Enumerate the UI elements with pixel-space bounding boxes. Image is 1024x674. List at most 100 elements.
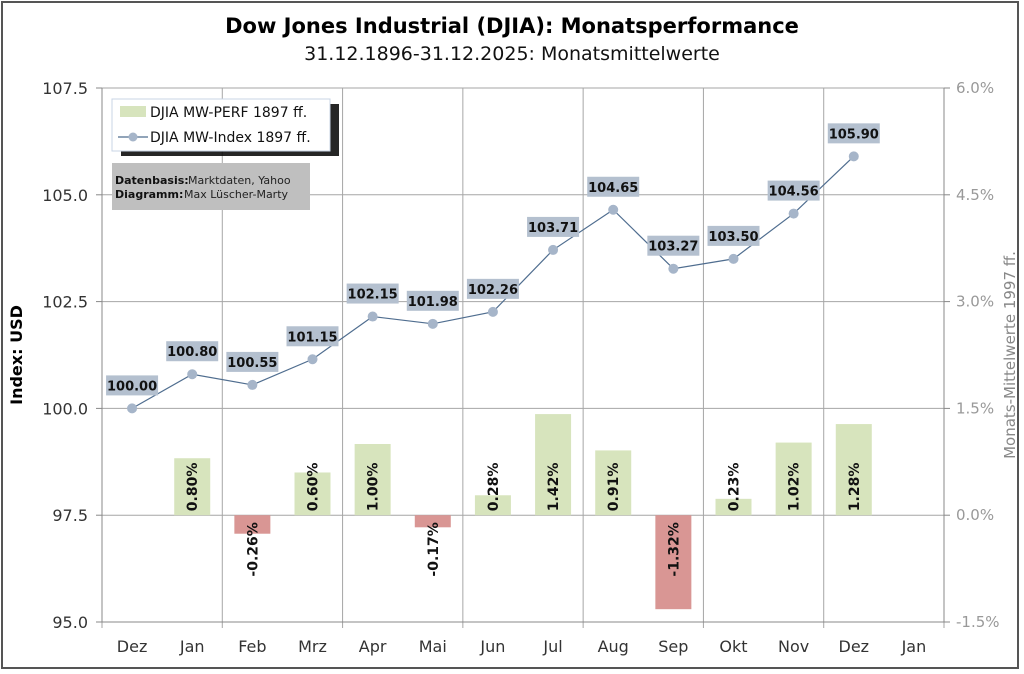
index-marker (367, 311, 378, 322)
bar-data-label: 0.28% (486, 463, 502, 512)
bar-data-label: 0.80% (185, 463, 201, 512)
x-tick-label: Mrz (298, 637, 327, 656)
index-marker (307, 354, 318, 365)
index-marker (668, 263, 679, 274)
index-data-label: 101.15 (287, 330, 337, 345)
index-marker (728, 253, 739, 264)
index-data-label: 105.90 (829, 127, 879, 142)
bar-data-label: 0.23% (727, 463, 743, 512)
bar (174, 458, 211, 516)
index-data-label: 104.65 (588, 181, 638, 196)
index-marker (848, 151, 859, 162)
y-tick-label-right: 4.5% (956, 186, 994, 204)
index-marker (427, 318, 438, 329)
x-tick-label: Nov (778, 637, 809, 656)
y-tick-label-right: -1.5% (956, 613, 1000, 631)
bar (595, 450, 632, 516)
legend-bar-swatch (120, 106, 146, 117)
index-data-label: 102.26 (468, 283, 518, 298)
index-label-bg (466, 278, 519, 299)
index-data-label: 104.56 (769, 185, 819, 200)
x-tick-label: Jun (479, 637, 505, 656)
bar-data-label: 0.60% (306, 463, 322, 512)
index-data-label: 100.55 (227, 356, 277, 371)
bar-data-label: 1.28% (847, 463, 863, 512)
legend: DJIA MW-PERF 1897 ff. DJIA MW-Index 1897… (111, 98, 339, 156)
bar (775, 442, 812, 516)
index-data-label: 102.15 (348, 288, 398, 303)
bar (474, 495, 511, 516)
chart-subtitle: 31.12.1896-31.12.2025: Monatsmittelwerte (304, 43, 720, 65)
source-box: Datenbasis: Marktdaten, Yahoo Diagramm: … (112, 163, 310, 210)
x-tick-label: Aug (598, 637, 629, 656)
index-label-bg (106, 375, 159, 396)
source-box-bg (112, 163, 310, 210)
index-label-bg (827, 123, 880, 144)
bar-data-label: -1.32% (666, 522, 682, 576)
y-axis-title-right: Monats-Mittelwerte 1997 ff. (1001, 251, 1019, 459)
bar (715, 498, 752, 516)
axes: 95.0 97.5 100.0 102.5 105.0 107.5 -1.5% 0.0% 1.5… (42, 79, 999, 656)
bar-data-label: 0.91% (606, 463, 622, 512)
bar (655, 515, 692, 610)
source-diagram-label: Diagramm: (115, 188, 183, 201)
y-tick-label-right: 3.0% (956, 293, 994, 311)
source-diagram-value: Max Lüscher-Marty (184, 188, 289, 201)
bar-data-label: 1.00% (366, 463, 382, 512)
index-label-bg (226, 351, 279, 372)
index-data-label: 100.80 (167, 345, 217, 360)
x-tick-label: Jul (542, 637, 562, 656)
x-tick-label: Mai (419, 637, 447, 656)
index-label-bg (707, 225, 760, 246)
bar-data-label: -0.17% (426, 522, 442, 576)
index-data-label: 103.50 (708, 230, 758, 245)
y-tick-label-left: 107.5 (42, 79, 88, 98)
bar-data-label: 1.02% (787, 463, 803, 512)
bar-data-label: -0.26% (245, 522, 261, 576)
x-tick-label: Feb (238, 637, 266, 656)
index-data-label: 103.27 (648, 240, 698, 255)
bar (294, 472, 331, 516)
chart-title: Dow Jones Industrial (DJIA): Monatsperfo… (225, 14, 799, 38)
index-label-bg (647, 235, 700, 256)
y-axis-title-left: Index: USD (7, 305, 26, 405)
index-marker (608, 204, 619, 215)
source-data-label: Datenbasis: (115, 174, 189, 187)
bar (354, 444, 391, 516)
legend-marker-swatch (128, 132, 138, 142)
index-marker (548, 244, 559, 255)
bar-data-label: 1.42% (546, 463, 562, 512)
y-tick-label-right: 1.5% (956, 399, 994, 417)
index-marker (247, 379, 258, 390)
y-tick-label-left: 100.0 (42, 399, 88, 418)
index-label-bg (406, 290, 459, 311)
x-tick-label: Sep (658, 637, 688, 656)
x-tick-label: Dez (117, 637, 148, 656)
y-tick-label-left: 97.5 (52, 506, 88, 525)
bar-series: 0.80% -0.26% 0.60% 1.00% -0.17% 0.28% 1.42% 0.9… (174, 414, 872, 610)
source-data-value: Marktdaten, Yahoo (188, 174, 291, 187)
y-tick-label-left: 105.0 (42, 186, 88, 205)
index-marker (127, 403, 138, 414)
x-tick-label: Jan (901, 637, 927, 656)
x-tick-label: Okt (719, 637, 747, 656)
bar (414, 515, 451, 528)
bar (535, 414, 572, 516)
line-series: 100.00 100.80 100.55 101.15 102.15 101.98 102.… (106, 123, 880, 414)
y-tick-label-right: 0.0% (956, 506, 994, 524)
x-tick-label: Dez (839, 637, 870, 656)
index-label-bg (166, 341, 219, 362)
legend-item-perf: DJIA MW-PERF 1897 ff. (150, 105, 307, 121)
index-data-label: 100.00 (107, 379, 157, 394)
y-tick-label-left: 102.5 (42, 293, 88, 312)
bar (234, 515, 271, 534)
legend-box (111, 98, 331, 152)
index-marker (187, 369, 198, 380)
index-marker (788, 208, 799, 219)
y-tick-label-left: 95.0 (52, 613, 88, 632)
y-tick-label-right: 6.0% (956, 79, 994, 97)
index-label-bg (767, 180, 820, 201)
index-label-bg (286, 326, 339, 347)
legend-item-index: DJIA MW-Index 1897 ff. (150, 130, 311, 146)
